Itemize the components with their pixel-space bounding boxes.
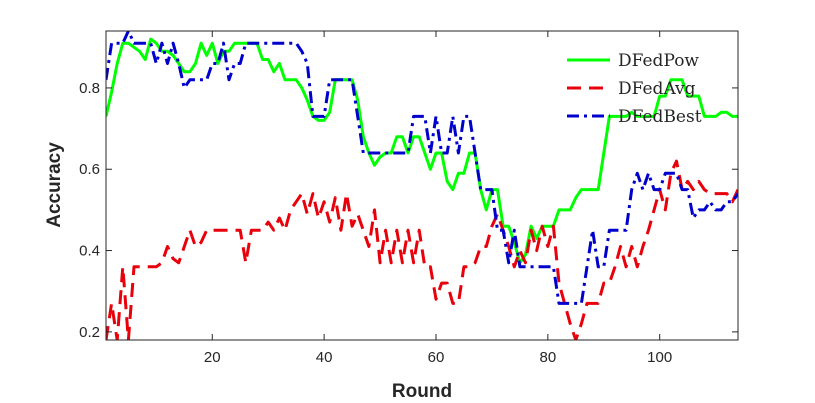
x-tick-label: 60 xyxy=(428,349,445,366)
x-tick-label: 20 xyxy=(204,349,221,366)
x-tick-label: 40 xyxy=(316,349,333,366)
legend-label: DFedBest xyxy=(618,107,702,127)
series-layer xyxy=(106,31,738,340)
legend: DFedPow DFedAvg DFedBest xyxy=(567,51,702,127)
series-line-dfedpow xyxy=(106,37,738,265)
tick-layer: 20 40 60 80 100 0.2 0.4 0.6 0.8 xyxy=(79,31,738,366)
axes-box xyxy=(105,30,739,341)
x-axis-label: Round xyxy=(392,381,452,402)
legend-label: DFedPow xyxy=(618,51,699,71)
y-tick-label: 0.2 xyxy=(79,324,100,341)
y-tick-label: 0.8 xyxy=(79,80,100,97)
plot-area xyxy=(106,31,738,340)
y-axis-label: Accuracy xyxy=(44,142,65,228)
y-tick-label: 0.4 xyxy=(79,243,100,260)
x-tick-label: 80 xyxy=(539,349,556,366)
legend-label: DFedAvg xyxy=(618,79,696,99)
y-tick-label: 0.6 xyxy=(79,161,100,178)
x-tick-label: 100 xyxy=(647,349,672,366)
series-line-dfedbest xyxy=(106,31,738,305)
